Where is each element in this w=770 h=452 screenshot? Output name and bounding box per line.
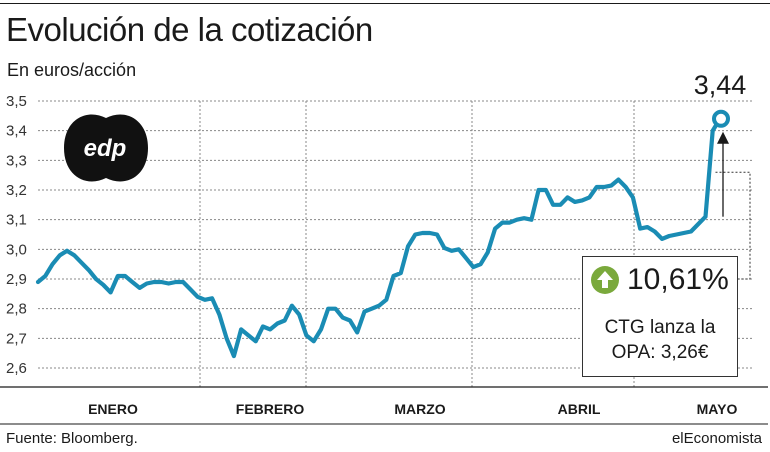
- arrow-up-circle-icon: [591, 266, 619, 294]
- chart-subtitle: En euros/acción: [7, 60, 137, 80]
- callout-note-line1: CTG lanza la: [604, 317, 716, 338]
- logo-text: edp: [84, 135, 127, 162]
- y-tick-label: 2,9: [6, 271, 27, 288]
- y-tick-label: 2,7: [6, 330, 27, 347]
- month-label: MARZO: [394, 401, 445, 417]
- y-tick-label: 3,3: [6, 152, 27, 169]
- month-label: MAYO: [697, 401, 738, 417]
- y-tick-label: 3,4: [6, 123, 27, 140]
- callout-note: CTG lanza la OPA: 3,26€: [583, 315, 737, 365]
- change-callout: 10,61% CTG lanza la OPA: 3,26€: [582, 256, 738, 377]
- last-value-label: 3,44: [694, 70, 747, 100]
- change-percent: 10,61%: [627, 263, 729, 296]
- month-labels: ENERO FEBRERO MARZO ABRIL MAYO: [88, 401, 737, 417]
- y-tick-label: 3,5: [6, 93, 27, 110]
- y-tick-labels: 2,6 2,7 2,8 2,9 3,0 3,1 3,2 3,3 3,4 3,5: [6, 93, 27, 377]
- callout-leader-line: [715, 171, 751, 280]
- x-gridlines: [199, 101, 635, 387]
- edp-logo: edp: [58, 110, 154, 188]
- y-gridlines: [38, 100, 752, 369]
- chart-title: Evolución de la cotización: [6, 11, 373, 48]
- y-tick-label: 2,6: [6, 360, 27, 377]
- last-point-marker: [712, 109, 730, 128]
- y-tick-label: 2,8: [6, 301, 27, 318]
- rise-arrow-head: [717, 131, 729, 144]
- last-point-group: 3,44: [694, 70, 747, 128]
- month-label: ABRIL: [558, 401, 601, 417]
- callout-leader: [715, 131, 751, 280]
- callout-note-line2: OPA: 3,26€: [611, 342, 709, 363]
- y-tick-label: 3,2: [6, 182, 27, 199]
- y-tick-label: 3,1: [6, 212, 27, 229]
- publisher-brand: elEconomista: [671, 430, 762, 447]
- top-rule: [0, 3, 770, 4]
- y-tick-label: 3,0: [6, 241, 27, 258]
- month-label: ENERO: [88, 401, 138, 417]
- series-line: [35, 116, 723, 359]
- month-label: FEBRERO: [236, 401, 305, 417]
- source-note: Fuente: Bloomberg.: [6, 430, 138, 447]
- logo-shape: [64, 114, 148, 182]
